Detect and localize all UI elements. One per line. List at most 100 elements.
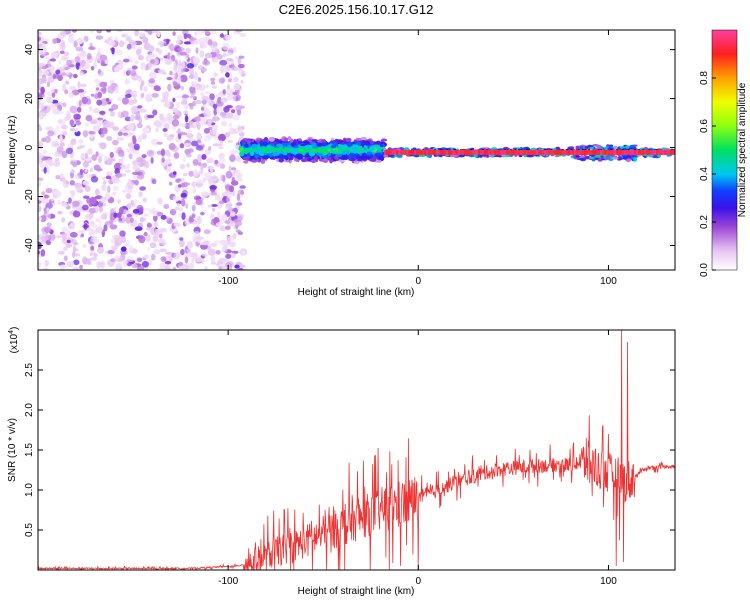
spectrogram-cell: [101, 176, 107, 180]
spectrogram-cell: [230, 211, 236, 217]
spectrogram-cell: [249, 150, 255, 156]
spectrogram-cell: [57, 102, 63, 106]
spectrogram-cell: [46, 207, 50, 213]
spectrogram-cell: [103, 224, 108, 232]
spectrogram-cell: [626, 149, 629, 155]
spectrogram-cell: [301, 158, 307, 163]
spectrogram-cell: [644, 149, 647, 155]
spectrogram-cell: [90, 119, 97, 125]
spectrogram-cell: [664, 149, 667, 155]
spectrogram-cell: [138, 235, 146, 244]
spectrogram-cell: [259, 141, 266, 145]
spectrogram-cell: [657, 154, 662, 158]
spectrogram-cell: [39, 62, 46, 67]
spectrogram-cell: [442, 149, 445, 155]
spectrogram-cell: [115, 172, 123, 178]
spectrogram-cell: [518, 149, 521, 155]
spectrogram-cell: [74, 174, 80, 180]
spectrogram-cell: [222, 52, 227, 58]
spectrogram-cell: [349, 158, 357, 162]
spectrogram-cell: [76, 37, 84, 45]
spectrogram-cell: [112, 139, 119, 146]
spectrogram-cell: [225, 204, 232, 210]
spectrogram-cell: [225, 225, 231, 230]
spectrogram-cell: [619, 146, 626, 149]
spectrogram-cell: [428, 149, 431, 155]
spectrogram-cell: [199, 242, 208, 246]
spectrogram-cell: [59, 264, 67, 269]
spectrogram-cell: [402, 149, 405, 155]
spectrogram-cell: [184, 256, 189, 264]
spectrogram-cell: [116, 136, 121, 140]
spectrogram-cell: [210, 81, 216, 85]
spectrogram-cell: [147, 247, 151, 251]
spectrogram-cell: [152, 178, 157, 185]
spectrogram-cell: [193, 182, 197, 188]
spectrogram-cell: [169, 208, 177, 216]
spectrogram-cell: [181, 99, 186, 106]
spectrogram-cell: [144, 30, 149, 33]
spectrogram-cell: [100, 127, 108, 135]
spectrogram-cell: [227, 139, 234, 143]
spectrogram-cell: [217, 265, 224, 270]
spectrogram-cell: [126, 213, 132, 218]
spectrogram-cell: [268, 136, 275, 142]
spectrogram-cell: [241, 250, 246, 256]
spectrogram-cell: [352, 144, 359, 148]
spectrogram-cell: [153, 212, 158, 217]
spectrogram-cell: [175, 101, 181, 109]
spectrogram-cell: [330, 137, 334, 141]
spectrogram-cell: [93, 253, 98, 258]
spectrogram-y-label: Frequency (Hz): [7, 116, 18, 185]
spectrogram-cell: [51, 92, 56, 98]
spectrogram-cell: [603, 157, 611, 160]
spectrogram-cell: [44, 259, 49, 266]
spectrogram-cell: [107, 86, 112, 94]
spectrogram-cell: [556, 149, 559, 155]
spectrogram-cell: [197, 236, 205, 240]
spectrogram-cell: [158, 233, 163, 239]
spectrogram-cell: [377, 159, 382, 163]
spectrogram-cell: [229, 252, 236, 258]
spectrogram-cell: [42, 70, 49, 76]
spectrogram-cell: [59, 50, 65, 54]
spectrogram-cell: [136, 266, 145, 270]
spectrogram-cell: [180, 85, 185, 91]
spectrogram-cell: [534, 149, 537, 155]
spectrogram-cell: [338, 159, 346, 163]
spectrogram-cell: [102, 180, 107, 185]
spectrogram-cell: [183, 41, 192, 45]
spectrogram-cell: [209, 93, 215, 101]
spectrogram-cell: [160, 214, 167, 220]
spectrogram-cell: [438, 149, 441, 155]
spectrogram-cell: [65, 71, 72, 76]
colorbar-tick-label: 0.0: [699, 263, 710, 277]
spectrogram-cell: [231, 109, 236, 114]
spectrogram-panel: -100 0 100 -40 -20 0 20 40 Height of straight …: [7, 29, 676, 298]
spectrogram-cell: [114, 180, 122, 184]
spectrogram-cell: [90, 30, 94, 34]
spectrogram-cell: [310, 159, 317, 164]
spectrogram-cell: [295, 147, 299, 151]
spectrogram-cell: [54, 151, 59, 158]
spectrogram-cell: [105, 191, 110, 199]
spectrogram-cell: [62, 102, 67, 108]
spectrogram-cell: [207, 204, 212, 208]
spectrogram-cell: [494, 149, 497, 155]
spectrogram-cell: [119, 40, 124, 48]
spectrogram-cell: [164, 97, 169, 102]
spectrogram-cell: [52, 38, 58, 44]
spectrogram-cell: [234, 264, 240, 269]
spectrogram-cell: [77, 230, 86, 234]
spectrogram-cell: [151, 92, 159, 98]
spectrogram-cell: [127, 99, 135, 106]
spectrogram-cell: [233, 83, 241, 91]
spectrogram-cell: [220, 97, 229, 103]
spectrogram-cell: [388, 149, 391, 155]
spectrogram-cell: [370, 158, 377, 162]
spectrogram-cell: [78, 145, 85, 149]
spectrogram-cell: [45, 187, 53, 194]
spectrogram-cell: [176, 95, 182, 99]
spectrogram-cell: [159, 113, 164, 121]
spectrogram-cell: [125, 193, 132, 200]
